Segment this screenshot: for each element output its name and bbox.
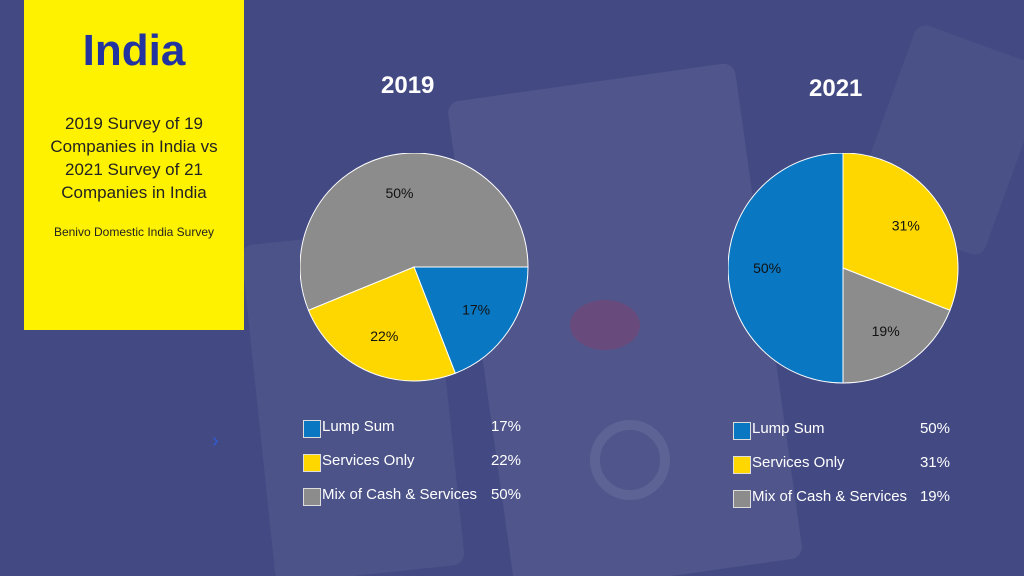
chevron-right-icon: › (212, 430, 219, 452)
background-ring-shape (590, 420, 670, 500)
banner-subtitle-line: 2021 Survey of 21 (65, 160, 203, 179)
pie-slice-lump-sum (728, 153, 844, 384)
legend-swatch (303, 454, 321, 472)
pie-slice-mix-of-cash-services (300, 153, 529, 311)
banner-source: Benivo Domestic India Survey (53, 225, 215, 239)
legend-swatch (303, 488, 321, 506)
pie-data-label: 31% (892, 217, 920, 233)
banner-subtitle-line: 2019 Survey of 19 (65, 114, 203, 133)
legend-label: Services Only (322, 452, 415, 469)
legend-swatch (733, 490, 751, 508)
legend-2021: Lump Sum 50% Services Only 31% Mix of Cash &… (733, 420, 950, 522)
legend-value: 31% (919, 454, 950, 471)
chart-title-2021: 2021 (809, 75, 863, 102)
pie-data-label: 50% (385, 185, 413, 201)
chart-title-2019: 2019 (381, 72, 435, 99)
legend-2019: Lump Sum 17% Services Only 22% Mix of Cash &… (303, 418, 521, 520)
legend-label: Mix of Cash & Services (322, 486, 478, 503)
background-blob-shape (570, 300, 640, 350)
legend-item: Services Only 31% (733, 454, 950, 488)
pie-data-label: 19% (872, 323, 900, 339)
title-banner: India 2019 Survey of 19 Companies in Ind… (24, 0, 244, 330)
legend-swatch (733, 422, 751, 440)
legend-label: Lump Sum (322, 418, 395, 435)
banner-shape (24, 0, 244, 330)
legend-value: 50% (490, 486, 521, 503)
legend-value: 22% (490, 452, 521, 469)
legend-item: Lump Sum 50% (733, 420, 950, 454)
pie-chart-2021: 50% 31% 19% (728, 153, 959, 384)
banner-polygon (24, 0, 244, 330)
pie-slice-services-only (842, 153, 959, 311)
legend-label: Lump Sum (752, 420, 825, 437)
banner-subtitle-line: Companies in India (61, 183, 207, 202)
pie-data-label: 50% (753, 260, 781, 276)
legend-item: Mix of Cash & Services 50% (303, 486, 521, 520)
legend-item: Mix of Cash & Services 19% (733, 488, 950, 522)
legend-label: Services Only (752, 454, 845, 471)
pie-data-label: 17% (462, 301, 490, 317)
banner-subtitle-line: Companies in India vs (50, 137, 218, 156)
pie-data-label: 22% (370, 328, 398, 344)
pie-chart-2019: 17% 22% 50% (300, 153, 529, 382)
legend-value: 17% (490, 418, 521, 435)
legend-swatch (733, 456, 751, 474)
legend-swatch (303, 420, 321, 438)
legend-value: 19% (919, 488, 950, 505)
legend-value: 50% (919, 420, 950, 437)
banner-title: India (82, 26, 186, 75)
legend-label: Mix of Cash & Services (752, 488, 908, 505)
pie-slice-lump-sum (413, 266, 529, 374)
legend-item: Lump Sum 17% (303, 418, 521, 452)
pie-slice-mix-of-cash-services (842, 267, 951, 384)
banner-subtitle: 2019 Survey of 19 Companies in India vs … (24, 112, 244, 204)
legend-item: Services Only 22% (303, 452, 521, 486)
